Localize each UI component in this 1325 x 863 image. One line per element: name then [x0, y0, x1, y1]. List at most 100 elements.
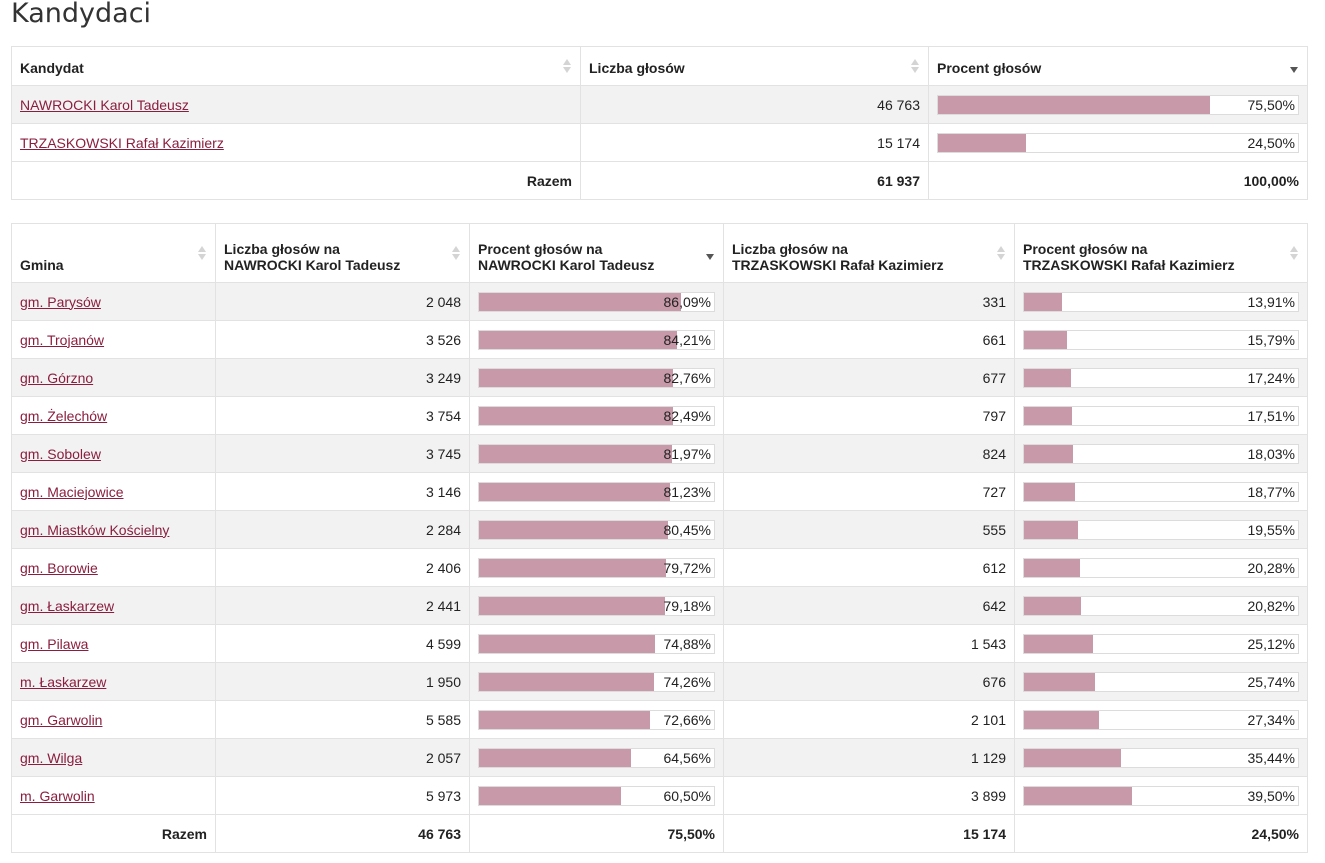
gmina-name-cell: gm. Sobolew [11, 434, 216, 473]
gmina-row: m. Łaskarzew 1 950 74,26% 676 25,74% [11, 662, 1308, 701]
candidate-link[interactable]: NAWROCKI Karol Tadeusz [20, 96, 189, 113]
header-liczba-glosow[interactable]: Liczba głosów [580, 46, 929, 86]
gmina-link[interactable]: gm. Garwolin [20, 711, 103, 728]
sort-icon[interactable] [1290, 245, 1298, 261]
gmina-link[interactable]: gm. Łaskarzew [20, 597, 115, 614]
percent-bar: 64,56% [478, 747, 715, 768]
gmina-link[interactable]: gm. Pilawa [20, 635, 89, 652]
votes-trzaskowski-cell: 727 [723, 472, 1015, 511]
percent-bar-fill [479, 330, 677, 349]
gmina-link[interactable]: gm. Sobolew [20, 445, 101, 462]
sort-icon[interactable] [911, 58, 919, 74]
votes-cell: 15 174 [580, 123, 929, 162]
percent-bar: 74,88% [478, 633, 715, 654]
percent-bar: 35,44% [1023, 747, 1299, 768]
percent-nawrocki-cell: 72,66% [469, 700, 724, 739]
percent-bar-fill [1024, 482, 1076, 501]
gmina-row: gm. Wilga 2 057 64,56% 1 129 35,44% [11, 738, 1308, 777]
header-gmina[interactable]: Gmina [11, 223, 216, 283]
votes-nawrocki-cell: 2 406 [215, 548, 470, 587]
gmina-link[interactable]: gm. Trojanów [20, 331, 105, 348]
gmina-name-cell: gm. Górzno [11, 358, 216, 397]
votes-nawrocki-cell: 3 745 [215, 434, 470, 473]
percent-bar: 79,72% [478, 557, 715, 578]
votes-trzaskowski-cell: 612 [723, 548, 1015, 587]
gmina-name-cell: gm. Miastków Kościelny [11, 510, 216, 549]
header-votes-trzaskowski[interactable]: Liczba głosów na TRZASKOWSKI Rafał Kazimi… [723, 223, 1015, 283]
percent-bar-fill [479, 292, 682, 311]
gmina-link[interactable]: gm. Miastków Kościelny [20, 521, 170, 538]
gmina-row: gm. Górzno 3 249 82,76% 677 17,24% [11, 358, 1308, 397]
votes-nawrocki-cell: 3 249 [215, 358, 470, 397]
percent-nawrocki-cell: 82,49% [469, 396, 724, 435]
percent-value: 39,50% [1247, 787, 1295, 804]
votes-trzaskowski-cell: 676 [723, 662, 1015, 701]
percent-nawrocki-cell: 80,45% [469, 510, 724, 549]
gmina-row: gm. Miastków Kościelny 2 284 80,45% 555 19,5… [11, 510, 1308, 549]
percent-nawrocki-cell: 74,26% [469, 662, 724, 701]
percent-bar: 20,28% [1023, 557, 1299, 578]
gmina-link[interactable]: gm. Maciejowice [20, 483, 124, 500]
percent-value: 27,34% [1247, 711, 1295, 728]
percent-value: 82,76% [663, 369, 711, 386]
gmina-link[interactable]: gm. Borowie [20, 559, 98, 576]
votes-trzaskowski-cell: 331 [723, 282, 1015, 321]
percent-trzaskowski-cell: 35,44% [1014, 738, 1308, 777]
gmina-link[interactable]: m. Łaskarzew [20, 673, 107, 690]
header-label-line1: Procent głosów na [1023, 241, 1148, 257]
sort-icon[interactable] [198, 245, 206, 261]
header-procent-glosow[interactable]: Procent głosów [928, 46, 1308, 86]
sort-icon[interactable] [997, 245, 1005, 261]
total-row: Razem 61 937 100,00% [11, 161, 1308, 200]
page-title: Kandydaci [11, 0, 152, 29]
gmina-row: gm. Sobolew 3 745 81,97% 824 18,03% [11, 434, 1308, 473]
total-percent-nawrocki: 75,50% [469, 814, 724, 853]
sort-desc-icon[interactable] [706, 245, 714, 261]
gmina-link[interactable]: m. Garwolin [20, 787, 95, 804]
header-label-line2: TRZASKOWSKI Rafał Kazimierz [1023, 257, 1235, 273]
sort-icon[interactable] [563, 58, 571, 74]
header-percent-trzaskowski[interactable]: Procent głosów na TRZASKOWSKI Rafał Kazim… [1014, 223, 1308, 283]
percent-bar: 72,66% [478, 709, 715, 730]
percent-value: 19,55% [1247, 521, 1295, 538]
header-percent-nawrocki[interactable]: Procent głosów na NAWROCKI Karol Tadeusz [469, 223, 724, 283]
percent-bar-fill [1024, 406, 1072, 425]
total-votes-nawrocki: 46 763 [215, 814, 470, 853]
percent-value: 17,24% [1247, 369, 1295, 386]
percent-bar: 84,21% [478, 329, 715, 350]
candidate-name-cell: TRZASKOWSKI Rafał Kazimierz [11, 123, 581, 162]
percent-value: 20,82% [1247, 597, 1295, 614]
percent-value: 72,66% [663, 711, 711, 728]
gmina-table: Gmina Liczba głosów na NAWROCKI Karol Tad… [11, 223, 1308, 853]
header-label-line2: NAWROCKI Karol Tadeusz [478, 257, 655, 273]
votes-nawrocki-cell: 5 585 [215, 700, 470, 739]
votes-trzaskowski-cell: 677 [723, 358, 1015, 397]
gmina-link[interactable]: gm. Wilga [20, 749, 83, 766]
gmina-name-cell: m. Łaskarzew [11, 662, 216, 701]
percent-bar-fill [479, 672, 654, 691]
header-kandydat[interactable]: Kandydat [11, 46, 581, 86]
gmina-link[interactable]: gm. Żelechów [20, 407, 108, 424]
percent-nawrocki-cell: 86,09% [469, 282, 724, 321]
total-votes: 61 937 [580, 161, 929, 200]
sort-desc-icon[interactable] [1290, 58, 1298, 74]
percent-value: 24,50% [1247, 134, 1295, 151]
candidate-link[interactable]: TRZASKOWSKI Rafał Kazimierz [20, 134, 224, 151]
percent-bar-fill [1024, 330, 1068, 349]
percent-bar-fill [1024, 558, 1080, 577]
total-label: Razem [11, 814, 216, 853]
gmina-link[interactable]: gm. Parysów [20, 293, 101, 310]
percent-trzaskowski-cell: 18,77% [1014, 472, 1308, 511]
gmina-name-cell: gm. Żelechów [11, 396, 216, 435]
percent-bar: 81,97% [478, 443, 715, 464]
percent-nawrocki-cell: 64,56% [469, 738, 724, 777]
sort-icon[interactable] [452, 245, 460, 261]
percent-bar: 39,50% [1023, 785, 1299, 806]
percent-bar-fill [479, 558, 667, 577]
header-label: Gmina [20, 257, 64, 273]
percent-bar-fill [1024, 710, 1099, 729]
gmina-link[interactable]: gm. Górzno [20, 369, 94, 386]
header-votes-nawrocki[interactable]: Liczba głosów na NAWROCKI Karol Tadeusz [215, 223, 470, 283]
percent-trzaskowski-cell: 19,55% [1014, 510, 1308, 549]
votes-trzaskowski-cell: 661 [723, 320, 1015, 359]
